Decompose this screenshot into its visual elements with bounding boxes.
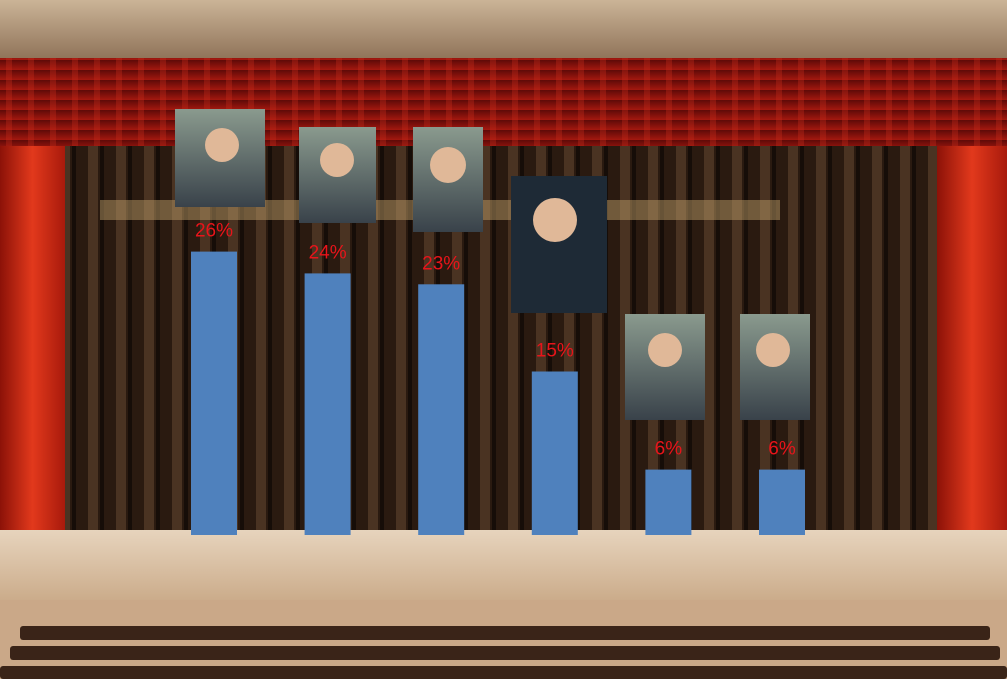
portrait: [740, 314, 810, 420]
value-label: 15%: [536, 341, 574, 362]
stage-background: [0, 0, 1007, 679]
chart: 26% 24% 23% 15% 6% 6%: [0, 0, 1007, 679]
portrait: [511, 176, 607, 313]
bar: [645, 470, 691, 535]
bar: [759, 470, 805, 535]
bar: [191, 252, 237, 535]
value-label: 6%: [655, 439, 683, 460]
bar: [532, 372, 578, 536]
bar: [418, 284, 464, 535]
bar: [305, 273, 351, 535]
page: 26%24%23%15%6%6% (() => { const data = J…: [0, 0, 1007, 679]
value-label: 26%: [195, 221, 233, 242]
value-label: 23%: [422, 253, 460, 274]
value-label: 6%: [768, 439, 796, 460]
value-label: 24%: [309, 242, 347, 263]
